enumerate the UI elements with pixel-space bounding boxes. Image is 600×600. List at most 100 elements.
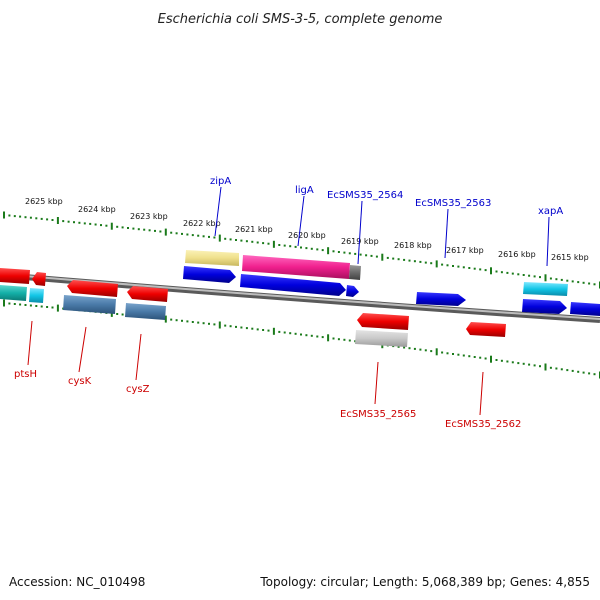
minor-tick — [343, 338, 346, 341]
minor-tick — [256, 241, 259, 244]
minor-tick — [408, 259, 411, 262]
minor-tick — [370, 254, 373, 257]
gene-feature-blue-1[interactable] — [183, 266, 236, 283]
map-title: Escherichia coli SMS-3-5, complete genom… — [158, 12, 443, 27]
minor-tick — [316, 335, 319, 338]
minor-tick — [468, 267, 471, 269]
major-tick — [327, 334, 330, 342]
minor-tick — [462, 266, 465, 269]
gene-label-EcSMS35_2564[interactable]: EcSMS35_2564 — [327, 190, 403, 201]
major-tick — [218, 234, 221, 242]
gene-label-EcSMS35_2562[interactable]: EcSMS35_2562 — [445, 419, 521, 430]
minor-tick — [511, 272, 514, 275]
minor-tick — [473, 356, 476, 358]
gene-feature-blue-4[interactable] — [522, 299, 567, 314]
gene-feature-EcSMS35_2565-gray[interactable] — [355, 330, 408, 347]
gene-feature-teal-left[interactable] — [0, 285, 27, 301]
minor-tick — [479, 356, 482, 359]
minor-tick — [29, 216, 32, 219]
minor-tick — [256, 328, 259, 331]
gene-feature-ptsH[interactable] — [32, 272, 46, 286]
minor-tick — [577, 370, 580, 373]
minor-tick — [375, 255, 378, 258]
gene-feature-EcSMS35_2565[interactable] — [357, 313, 409, 330]
minor-tick — [305, 247, 308, 250]
gene-feature-blue-3[interactable] — [346, 285, 359, 297]
minor-tick — [224, 324, 227, 327]
minor-tick — [62, 220, 65, 223]
minor-tick — [560, 278, 563, 281]
gene-label-cysK[interactable]: cysK — [68, 376, 92, 387]
gene-feature-cysK-steel[interactable] — [63, 295, 116, 314]
gene-label-zipA[interactable]: zipA — [210, 176, 231, 187]
minor-tick — [13, 215, 16, 218]
minor-tick — [305, 334, 308, 337]
gene-label-xapA[interactable]: xapA — [538, 206, 563, 217]
minor-tick — [24, 304, 27, 306]
minor-tick — [397, 345, 400, 348]
gene-feature-blue-5[interactable] — [570, 302, 600, 316]
gene-feature-cysZ[interactable] — [127, 286, 168, 302]
gene-label-EcSMS35_2563[interactable]: EcSMS35_2563 — [415, 198, 491, 209]
minor-tick — [354, 252, 357, 255]
scale-label: 2616 kbp — [498, 250, 536, 259]
accession-text: Accession: NC_010498 — [9, 575, 145, 589]
outer-tick-ring — [3, 211, 600, 289]
minor-tick — [240, 326, 243, 329]
minor-tick — [424, 261, 427, 264]
minor-tick — [143, 228, 146, 231]
gene-label-EcSMS35_2565[interactable]: EcSMS35_2565 — [340, 409, 416, 420]
minor-tick — [506, 360, 509, 363]
topology-text: Topology: circular; Length: 5,068,389 bp… — [259, 575, 590, 589]
gene-label-ligA[interactable]: ligA — [295, 185, 314, 196]
gene-feature-cyan-small[interactable] — [29, 288, 44, 303]
minor-tick — [46, 306, 49, 308]
gene-feature-zipA[interactable] — [185, 250, 239, 266]
minor-tick — [197, 321, 200, 324]
label-leader — [27, 320, 33, 366]
minor-tick — [213, 323, 216, 326]
minor-tick — [170, 318, 173, 321]
minor-tick — [348, 339, 351, 342]
minor-tick — [310, 334, 313, 337]
minor-tick — [13, 303, 16, 305]
minor-tick — [283, 244, 286, 247]
gene-label-ptsH[interactable]: ptsH — [14, 369, 37, 380]
major-tick — [56, 217, 59, 224]
major-tick — [56, 304, 59, 312]
gene-feature-EcSMS35_2564[interactable] — [349, 265, 361, 280]
forward-features — [183, 250, 600, 316]
minor-tick — [430, 262, 433, 265]
label-leader — [546, 216, 550, 267]
label-leader — [357, 200, 363, 265]
minor-tick — [452, 265, 454, 267]
label-leader — [297, 195, 305, 247]
minor-tick — [484, 269, 487, 272]
gene-feature-EcSMS35_2563[interactable] — [416, 292, 466, 306]
minor-tick — [321, 336, 324, 339]
gene-feature-red-left[interactable] — [0, 268, 30, 284]
major-tick — [327, 247, 330, 255]
minor-tick — [127, 227, 129, 229]
minor-tick — [462, 354, 465, 357]
gene-feature-EcSMS35_2562[interactable] — [466, 322, 506, 337]
minor-tick — [348, 252, 351, 255]
minor-tick — [517, 362, 520, 365]
minor-tick — [202, 235, 205, 238]
minor-tick — [73, 221, 75, 224]
minor-tick — [479, 268, 482, 271]
minor-tick — [78, 221, 81, 224]
minor-tick — [202, 322, 205, 325]
gene-feature-cysZ-steel[interactable] — [125, 303, 166, 320]
gene-feature-cysK[interactable] — [67, 280, 118, 297]
minor-tick — [566, 369, 569, 372]
minor-tick — [29, 304, 32, 307]
gene-feature-ligA[interactable] — [242, 255, 350, 279]
minor-tick — [337, 251, 340, 253]
minor-tick — [571, 369, 574, 372]
gene-feature-xapA[interactable] — [523, 282, 568, 296]
gene-label-cysZ[interactable]: cysZ — [126, 384, 150, 395]
minor-tick — [175, 232, 178, 235]
gene-feature-blue-2[interactable] — [240, 274, 346, 296]
forward-gene-labels: zipA ligA EcSMS35_2564 EcSMS35_2563 xapA — [210, 176, 563, 267]
